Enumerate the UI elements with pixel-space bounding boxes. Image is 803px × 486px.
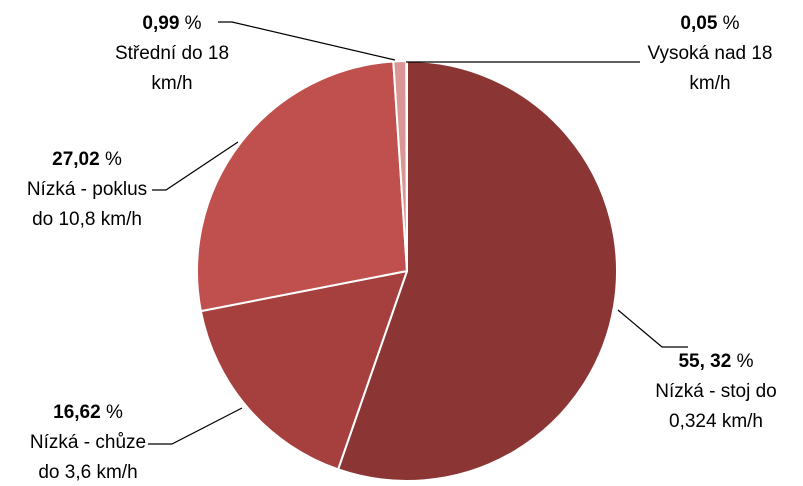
slice-value: 16,62 bbox=[53, 402, 101, 423]
leader-line bbox=[152, 141, 239, 191]
pie-slices bbox=[196, 59, 618, 482]
slice-value-label: 55, 32 % bbox=[678, 351, 753, 372]
pie-slice bbox=[405, 59, 408, 272]
pie-slice bbox=[199, 270, 408, 471]
slice-value: 55, 32 bbox=[678, 351, 731, 372]
slice-value-unit: % bbox=[100, 149, 122, 170]
slice-label: 55, 32 % Nízká - stoj do 0,324 km/h bbox=[655, 351, 776, 432]
slice-label: 0,99 % Střední do 18 km/h bbox=[115, 13, 229, 94]
slice-value-label: 0,99 % bbox=[142, 13, 201, 34]
slice-value-label: 16,62 % bbox=[53, 402, 123, 423]
slice-category-label: Nízká - poklus bbox=[27, 179, 147, 200]
slice-category-label: Vysoká nad 18 bbox=[648, 43, 773, 64]
slice-labels: 55, 32 % Nízká - stoj do 0,324 km/h 16,62 %… bbox=[27, 13, 777, 483]
slice-value-label: 0,05 % bbox=[680, 13, 739, 34]
leader-lines bbox=[148, 21, 688, 445]
slice-category-label: 0,324 km/h bbox=[669, 411, 763, 432]
slice-value: 0,99 bbox=[142, 13, 179, 34]
slice-category-label: do 10,8 km/h bbox=[32, 209, 142, 230]
leader-line bbox=[617, 309, 688, 348]
leader-line bbox=[218, 21, 396, 61]
slice-category-label: km/h bbox=[689, 73, 730, 94]
slice-value: 0,05 bbox=[680, 13, 717, 34]
slice-category-label: Nízká - stoj do bbox=[655, 381, 776, 402]
slice-value-unit: % bbox=[717, 13, 739, 34]
slice-value-unit: % bbox=[731, 351, 753, 372]
slice-category-label: do 3,6 km/h bbox=[38, 462, 137, 483]
slice-category-label: Nízká - chůze bbox=[30, 432, 146, 453]
slice-label: 27,02 % Nízká - poklus do 10,8 km/h bbox=[27, 149, 147, 230]
slice-category-label: Střední do 18 bbox=[115, 43, 229, 64]
slice-value-label: 27,02 % bbox=[52, 149, 122, 170]
slice-category-label: km/h bbox=[151, 73, 192, 94]
slice-label: 0,05 % Vysoká nad 18 km/h bbox=[648, 13, 773, 94]
slice-value: 27,02 bbox=[52, 149, 100, 170]
slice-value-unit: % bbox=[101, 402, 123, 423]
slice-label: 16,62 % Nízká - chůze do 3,6 km/h bbox=[30, 402, 146, 483]
pie-slice bbox=[196, 60, 408, 313]
slice-value-unit: % bbox=[179, 13, 201, 34]
leader-line bbox=[148, 407, 243, 445]
